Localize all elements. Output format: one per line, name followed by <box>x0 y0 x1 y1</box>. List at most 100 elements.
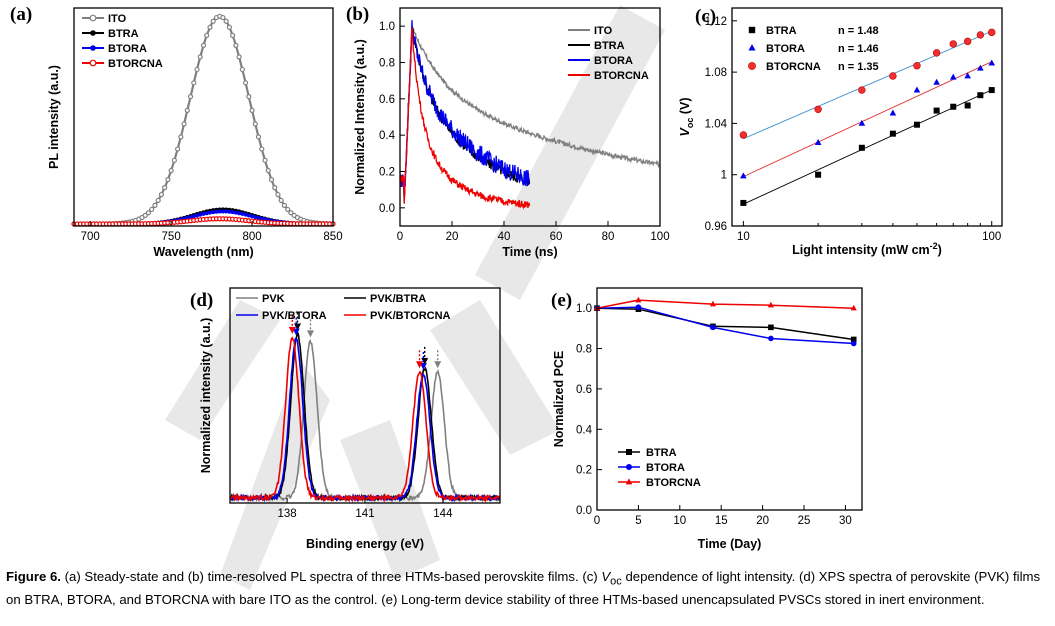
data-point-btora <box>211 210 216 215</box>
series-line-btorcna <box>399 27 531 210</box>
fit-line-btorcna <box>743 30 992 140</box>
peak-arrow-head <box>434 361 442 369</box>
data-point-btora <box>814 139 822 146</box>
legend-label-btorcna: BTORCNA <box>594 70 649 82</box>
data-point-ito <box>191 80 197 86</box>
data-point-ito <box>194 66 200 73</box>
c-y-tick-label: 1.08 <box>705 67 727 79</box>
e-y-tick-label: 0.4 <box>576 424 593 436</box>
panel-a: 700 750 800 850 Wavelength (nm) PL intensity … <box>10 4 343 259</box>
data-point-ito <box>184 107 190 113</box>
data-point-ito <box>207 24 213 30</box>
data-point-ito <box>200 42 207 48</box>
data-point-ito <box>249 107 255 113</box>
data-point-btorcna <box>963 37 972 46</box>
data-point-btora <box>243 212 248 217</box>
data-point-btra <box>768 324 774 331</box>
figure-caption: Figure 6. (a) Steady-state and (b) time-… <box>6 568 1052 608</box>
b-y-tick-label: 0.4 <box>379 130 396 142</box>
legend-label-btra: BTRA <box>766 25 797 37</box>
data-point-btora <box>858 119 866 126</box>
data-point-btora <box>964 72 971 79</box>
data-point-btora <box>230 210 235 215</box>
data-point-btorcna <box>635 296 642 303</box>
legend-label-pvk-btra: PVK/BTRA <box>370 293 426 305</box>
a-x-tick-label: 750 <box>162 231 181 243</box>
data-point-ito <box>178 134 184 140</box>
e-panel-label: (e) <box>551 290 572 311</box>
data-point-ito <box>149 206 155 213</box>
data-point-btorcna <box>932 49 941 57</box>
legend-label-pvk-btora: PVK/BTORA <box>262 310 327 322</box>
data-point-btora <box>227 209 232 214</box>
data-point-btora <box>913 86 921 93</box>
data-point-btora <box>217 209 222 214</box>
data-point-btra <box>889 130 896 137</box>
legend-label-btora: BTORA <box>594 55 633 67</box>
peak-arrow-head <box>294 323 301 331</box>
e-y-tick-label: 0.0 <box>576 505 592 517</box>
data-point-ito <box>262 157 268 163</box>
legend-marker-btorcna <box>748 62 756 70</box>
panel-d: 138 141 144 Binding energy (eV) Normalized i… <box>190 287 501 551</box>
panel-b: 0 20 40 60 80 100 0.0 0.2 0.4 0.6 0.8 1.0 Time (ns) N… <box>346 4 670 259</box>
data-point-btora <box>195 213 200 218</box>
plot-frame <box>399 7 661 227</box>
c-y-tick-label: 0.96 <box>705 221 727 233</box>
data-point-ito <box>223 18 229 24</box>
a-x-tick-label: 800 <box>242 231 261 243</box>
data-point-ito <box>210 18 216 24</box>
b-x-tick-label: 80 <box>602 231 615 243</box>
c-panel-label: (c) <box>695 6 716 27</box>
data-point-ito <box>226 24 232 30</box>
peak-arrow-head <box>419 363 427 370</box>
data-point-ito <box>242 80 249 86</box>
data-point-btora <box>204 211 209 216</box>
data-point-btora <box>933 78 940 85</box>
data-point-ito <box>255 134 262 140</box>
b-x-tick-label: 60 <box>550 231 563 243</box>
data-point-btora <box>201 211 206 216</box>
caption-voc-main: V <box>601 569 611 584</box>
data-point-btorcna <box>949 40 957 48</box>
data-point-ito <box>278 197 284 204</box>
data-point-btra <box>858 144 865 151</box>
panel-e: 0 5 10 15 20 25 30 0.0 0.2 0.4 0.6 0.8 1.0 Time (Day)… <box>551 287 863 551</box>
legend-label-btra: BTRA <box>108 28 139 40</box>
data-point-btorcna <box>858 86 866 94</box>
c-y-axis-label-sub: oc <box>685 118 695 129</box>
legend-label-btora: BTORA <box>108 43 147 55</box>
data-point-btra <box>988 87 995 94</box>
caption-part-2: dependence of light intensity. (d) XPS s… <box>6 569 1041 607</box>
data-point-btorcna <box>814 105 822 114</box>
c-y-axis-label: Voc (V) <box>678 98 695 137</box>
data-point-ito <box>197 54 203 60</box>
b-panel-label: (b) <box>346 4 369 25</box>
data-point-btorcna <box>976 31 985 39</box>
c-x-axis-label-sup: -2 <box>930 241 938 251</box>
data-point-ito <box>272 185 278 191</box>
data-point-ito <box>233 42 239 48</box>
peak-arrow-head <box>416 361 424 369</box>
caption-part-1: (a) Steady-state and (b) time-resolved P… <box>60 569 602 584</box>
c-x-axis-label-main: Light intensity (mW cm <box>792 243 930 257</box>
data-point-btra <box>950 103 957 110</box>
data-point-btora <box>237 211 242 216</box>
c-x-tick-label: 100 <box>982 231 1001 243</box>
data-point-ito <box>220 14 226 21</box>
b-y-tick-label: 0.6 <box>379 94 395 106</box>
data-point-ito <box>268 177 275 183</box>
data-point-ito <box>187 93 194 100</box>
legend-label-pvk: PVK <box>262 293 285 305</box>
peak-arrow-head <box>306 330 314 338</box>
data-point-btra <box>977 92 984 99</box>
caption-voc-sub: oc <box>610 575 622 588</box>
legend-label-pvk-btorcna: PVK/BTORCNA <box>370 310 451 322</box>
data-point-ito <box>204 32 210 39</box>
series-line-pvk-btorcna <box>229 336 501 504</box>
data-point-btra <box>913 121 920 128</box>
caption-figure-label: Figure 6. <box>6 569 61 584</box>
data-point-btra <box>850 336 857 343</box>
a-panel-label: (a) <box>10 4 32 25</box>
c-y-tick-label: 1.04 <box>705 118 728 130</box>
